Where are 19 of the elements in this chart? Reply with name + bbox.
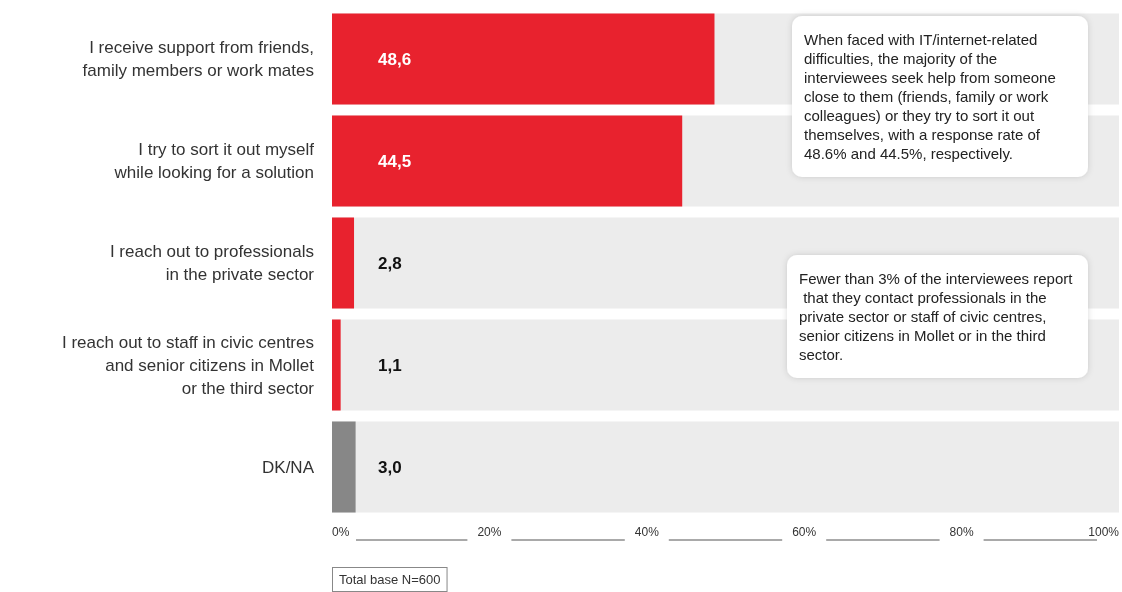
data-label: 1,1 xyxy=(378,355,402,375)
x-tick-label: 0% xyxy=(332,525,350,539)
x-tick-label: 20% xyxy=(477,525,502,539)
data-label: 48,6 xyxy=(378,49,412,69)
y-tick-label: I reach out to professionals in the private sector xyxy=(109,242,315,284)
data-label: 44,5 xyxy=(378,151,412,171)
data-label: 3,0 xyxy=(378,457,402,477)
annotation: Fewer than 3% of the interviewees report that they contact professionals in the private sector or staff of civic centres, senior citizens in Mollet or in the third sector. xyxy=(799,270,1074,363)
x-tick-label: 100% xyxy=(1088,525,1120,539)
x-tick-label: 40% xyxy=(634,525,660,539)
text: Total base N=600 xyxy=(339,572,441,587)
y-tick-label: I reach out to staff in civic centres and senior citizens in Mollet or the third sector xyxy=(62,332,315,398)
x-tick-label: 60% xyxy=(792,525,817,539)
data-label: 2,8 xyxy=(378,253,402,273)
x-tick-label: 80% xyxy=(949,525,974,539)
y-tick-label: I receive support from friends, family members or work mates xyxy=(82,38,314,80)
annotation: When faced with IT/internet-related difficulties, the majority of the interviewees seek help from someone close to them (friends, family or work colleagues) or they try to sort it out themselves, with a response rate of 48.6% and 44.5%, respectively. xyxy=(804,31,1060,162)
y-tick-label: I try to sort it out myself while looking for a solution xyxy=(113,140,315,182)
y-tick-label: DK/NA xyxy=(262,457,315,477)
